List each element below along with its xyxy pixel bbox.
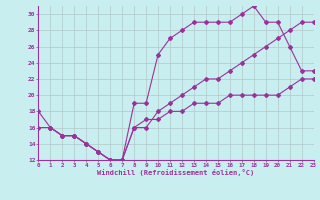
X-axis label: Windchill (Refroidissement éolien,°C): Windchill (Refroidissement éolien,°C)	[97, 169, 255, 176]
